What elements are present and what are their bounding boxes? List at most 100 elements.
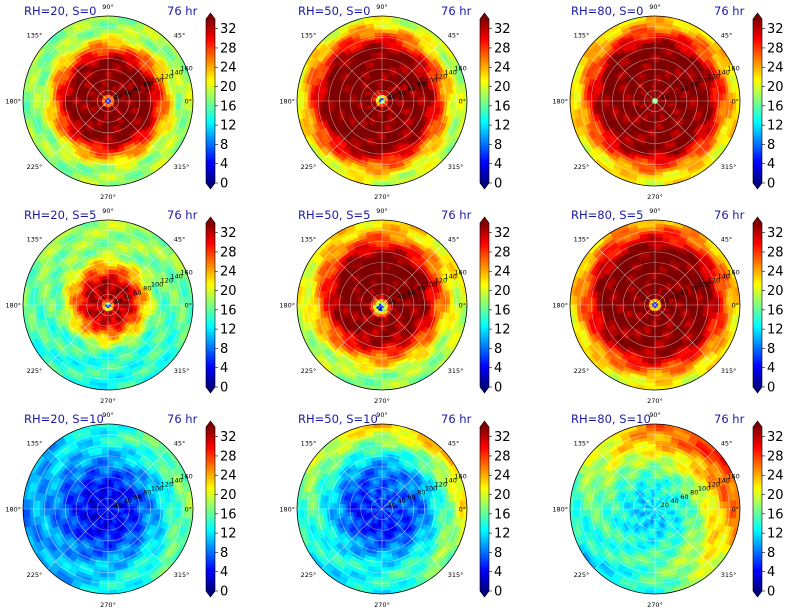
colorbar [206, 19, 215, 183]
polar-frame [22, 15, 194, 187]
field-cell [378, 129, 383, 135]
field-cell [414, 100, 419, 106]
field-cell [654, 136, 660, 141]
field-cell [355, 97, 360, 102]
angle-tick-label: 315° [448, 163, 464, 171]
panel-time-label: 76 hr [441, 4, 472, 18]
radial-tick-label: 20 [114, 93, 122, 101]
colorbar-extend-max [753, 13, 762, 19]
field-cell [107, 136, 113, 141]
radial-tick-label: 60 [407, 85, 415, 93]
field-cell [677, 100, 682, 105]
field-cell [652, 116, 656, 121]
radial-tick-label: 40 [670, 89, 678, 97]
colorbar-extend-max [480, 13, 489, 19]
field-cell [98, 181, 109, 186]
polar-panel: 0°45°90°135°180°225°270°315°204060801001… [5, 207, 236, 405]
radial-tick-label: 140 [171, 69, 183, 77]
field-cell [107, 278, 112, 283]
field-cell [654, 64, 660, 69]
colorbar-tick-label: 32 [220, 22, 237, 37]
radial-tick-label: 20 [661, 93, 669, 101]
field-cell [74, 97, 80, 102]
field-cell [650, 133, 656, 138]
field-cell [136, 100, 142, 105]
radial-tick-label: 20 [388, 93, 396, 101]
field-cell [105, 116, 109, 121]
field-cell [352, 97, 357, 102]
colorbar-tick-label: 16 [494, 99, 511, 114]
angle-tick-label: 180° [552, 97, 568, 105]
panel-title: RH=20, S=0 [24, 4, 96, 18]
field-cell [670, 100, 675, 104]
field-cell [104, 126, 109, 131]
angle-tick-label: 90° [376, 3, 388, 11]
angle-tick-label: 45° [721, 32, 733, 40]
angle-tick-label: 270° [374, 193, 390, 201]
field-cell [103, 61, 109, 66]
field-cell [381, 136, 387, 141]
field-cell [628, 97, 633, 102]
colorbar-tick-label: 32 [767, 22, 784, 37]
field-cell [81, 97, 86, 102]
field-cell [342, 100, 347, 106]
field-cell [378, 126, 383, 131]
field-cell [345, 96, 350, 102]
field-cell [103, 136, 109, 141]
colorbar-tick-label: 12 [220, 119, 237, 134]
field-cell [81, 301, 86, 306]
colorbar-tick-label: 28 [220, 41, 237, 56]
field-cell [107, 81, 111, 86]
field-cell [625, 97, 630, 102]
angular-grid-line [47, 100, 109, 162]
field-cell [104, 129, 109, 135]
angle-tick-label: 0° [185, 97, 192, 105]
colorbar-extend-max [206, 13, 215, 19]
field-cell [143, 96, 148, 102]
field-cell [381, 64, 387, 69]
colorbar-tick-label: 0 [494, 177, 502, 192]
field-cell [377, 136, 383, 141]
field-cell [618, 96, 623, 102]
field-cell [417, 96, 422, 102]
angle-tick-label: 270° [100, 193, 116, 201]
angle-tick-label: 225° [574, 163, 590, 171]
colorbar-tick-label: 24 [494, 61, 511, 76]
field-cell [654, 81, 658, 86]
field-cell [88, 98, 93, 102]
field-cell [651, 126, 656, 131]
field-cell [362, 98, 367, 102]
field-cell [103, 133, 109, 138]
field-cell [650, 136, 656, 141]
angle-tick-label: 90° [649, 3, 661, 11]
field-cell [621, 97, 627, 102]
field-cell [107, 285, 111, 290]
colorbar-tick-label: 4 [220, 157, 228, 172]
angle-tick-label: 180° [5, 97, 21, 105]
angle-tick-label: 135° [574, 32, 590, 40]
angle-tick-label: 135° [301, 32, 317, 40]
panel-title: RH=50, S=0 [298, 4, 370, 18]
colorbar-tick-label: 20 [494, 80, 511, 95]
panel-time-label: 76 hr [714, 4, 745, 18]
radial-tick-label: 160 [727, 64, 739, 72]
angle-tick-label: 0° [459, 97, 466, 105]
field-cell [654, 67, 659, 73]
polar-panel: 0°45°90°135°180°225°270°315°204060801001… [5, 3, 236, 201]
field-cell [615, 100, 620, 106]
field-cell [404, 100, 409, 105]
field-cell [690, 100, 695, 106]
colorbar-tick-label: 32 [494, 22, 511, 37]
field-cell [133, 100, 138, 105]
field-cell [377, 133, 383, 138]
angle-tick-label: 45° [448, 32, 460, 40]
field-cell [342, 96, 347, 102]
colorbar-tick-label: 16 [767, 99, 784, 114]
field-cell [654, 61, 660, 66]
colorbar-tick-label: 4 [767, 157, 775, 172]
colorbar-tick-label: 0 [220, 177, 228, 192]
field-cell [107, 16, 118, 21]
radial-tick-label: 100 [151, 77, 163, 85]
radial-tick-label: 160 [454, 64, 466, 72]
